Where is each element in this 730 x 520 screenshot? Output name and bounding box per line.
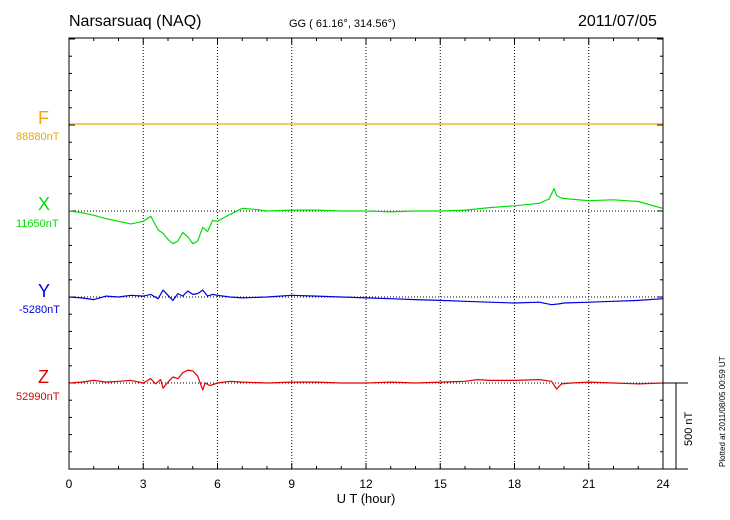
series-line-y — [68, 289, 664, 306]
scale-bar — [663, 382, 688, 470]
series-lines — [68, 123, 664, 391]
series-label-f: F — [38, 108, 49, 128]
station-coordinates: GG ( 61.16°, 314.56°) — [289, 18, 396, 30]
series-line-z — [68, 369, 664, 391]
x-tick-label-24: 24 — [656, 477, 670, 491]
x-tick-labels: 0 3 6 9 12 15 18 21 24 — [66, 477, 670, 491]
x-tick-label-18: 18 — [508, 477, 522, 491]
series-label-z: Z — [38, 367, 49, 387]
series-label-x: X — [38, 194, 51, 214]
x-tick-label-9: 9 — [288, 477, 295, 491]
x-tick-label-3: 3 — [140, 477, 147, 491]
x-axis-label: U T (hour) — [337, 491, 396, 506]
series-label-y: Y — [38, 281, 51, 301]
x-tick-label-12: 12 — [359, 477, 373, 491]
baseline-label-x: 11650nT — [16, 218, 59, 230]
baseline-label-y: -5280nT — [19, 304, 60, 316]
baseline-label-f: 88880nT — [16, 131, 60, 143]
chart-date: 2011/07/05 — [578, 13, 657, 30]
chart-title: Narsarsuaq (NAQ) — [69, 13, 202, 30]
series-line-x — [68, 188, 664, 245]
plot-frame — [68, 37, 664, 470]
grid-lines — [69, 38, 663, 469]
x-tick-label-6: 6 — [214, 477, 221, 491]
x-tick-label-15: 15 — [434, 477, 448, 491]
x-tick-label-21: 21 — [582, 477, 596, 491]
x-tick-label-0: 0 — [66, 477, 73, 491]
baseline-label-z: 52990nT — [16, 391, 60, 403]
